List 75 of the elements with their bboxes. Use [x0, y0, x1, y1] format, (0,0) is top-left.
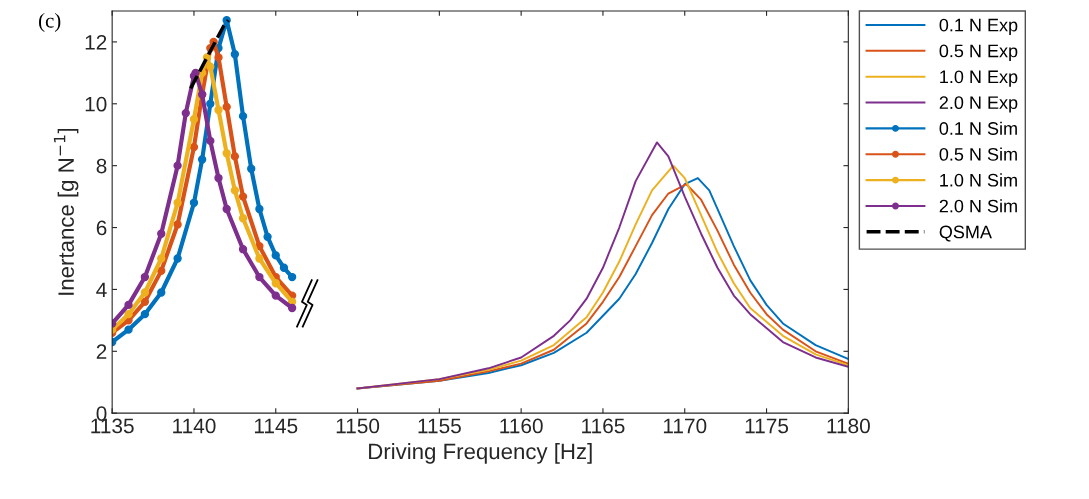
- legend-label: 1.0 N Exp: [940, 70, 1018, 87]
- point: [173, 198, 182, 207]
- point: [247, 164, 256, 173]
- point: [173, 161, 182, 170]
- x-tick-label: 1160: [500, 418, 543, 434]
- point: [287, 272, 297, 282]
- y-tick-label: 4: [96, 282, 107, 297]
- point: [263, 232, 272, 241]
- point: [230, 50, 240, 59]
- legend-label: 2.0 N Sim: [939, 199, 1017, 213]
- x-tick-label: 1140: [173, 418, 216, 434]
- point: [279, 263, 289, 272]
- y-axis-title: Inertance [g N$^{−1}$]: [53, 128, 79, 295]
- legend-label: 2.0 N Exp: [939, 96, 1018, 113]
- point: [255, 254, 264, 263]
- point: [214, 53, 223, 62]
- x-tick-label: 1180: [827, 418, 870, 434]
- point: [255, 272, 264, 282]
- point: [140, 297, 150, 306]
- x-tick-label: 1165: [582, 418, 625, 434]
- text: (c): [39, 13, 61, 32]
- point: [206, 99, 215, 108]
- point: [157, 229, 166, 238]
- point: [214, 173, 223, 183]
- legend-label: 1.0 N Sim: [940, 173, 1017, 187]
- y-tick-label: 10: [85, 96, 107, 112]
- point: [222, 102, 231, 112]
- point: [222, 149, 231, 158]
- legend-label: 0.5 N Sim: [939, 147, 1017, 161]
- point: [189, 198, 199, 207]
- point: [189, 142, 199, 152]
- legend-label: 0.1 N Exp: [939, 18, 1018, 36]
- point: [238, 245, 248, 254]
- point: [238, 192, 248, 201]
- x-tick-label: 1175: [745, 418, 789, 434]
- point: [238, 112, 248, 121]
- x-tick-label: 1155: [418, 418, 461, 434]
- point: [140, 272, 150, 282]
- point: [181, 108, 190, 118]
- point: [271, 251, 280, 260]
- point: [230, 152, 240, 161]
- point: [222, 204, 231, 214]
- point: [157, 288, 166, 297]
- x-tick-label: 1170: [663, 418, 707, 434]
- point: [287, 303, 297, 313]
- point: [255, 204, 264, 214]
- legend-label: 0.5 N Exp: [939, 44, 1018, 61]
- point: [124, 325, 133, 334]
- point: [238, 214, 248, 223]
- legend-label: 0.1 N Sim: [939, 121, 1017, 135]
- y-tick-label: 12: [85, 34, 107, 50]
- point: [173, 254, 182, 263]
- point: [157, 254, 166, 263]
- point: [173, 220, 182, 229]
- point: [271, 291, 280, 300]
- point: [124, 310, 133, 319]
- point: [140, 310, 150, 319]
- point: [230, 186, 240, 195]
- point: [189, 115, 199, 124]
- point: [140, 288, 150, 297]
- y-tick-label: 6: [96, 220, 107, 236]
- line-series: [188, 18, 231, 91]
- point: [206, 62, 215, 71]
- x-tick-label: 1150: [336, 418, 380, 434]
- point: [197, 155, 207, 164]
- y-tick-label: 8: [96, 158, 107, 174]
- point: [157, 266, 166, 276]
- point: [214, 105, 223, 115]
- point: [124, 300, 133, 310]
- x-axis-title: Driving Frequency [Hz]: [369, 443, 592, 464]
- point: [206, 136, 215, 146]
- legend-label: QSMA: [939, 225, 992, 242]
- point: [271, 279, 280, 288]
- y-tick-label: 2: [96, 344, 107, 359]
- x-tick-label: 1145: [254, 418, 298, 434]
